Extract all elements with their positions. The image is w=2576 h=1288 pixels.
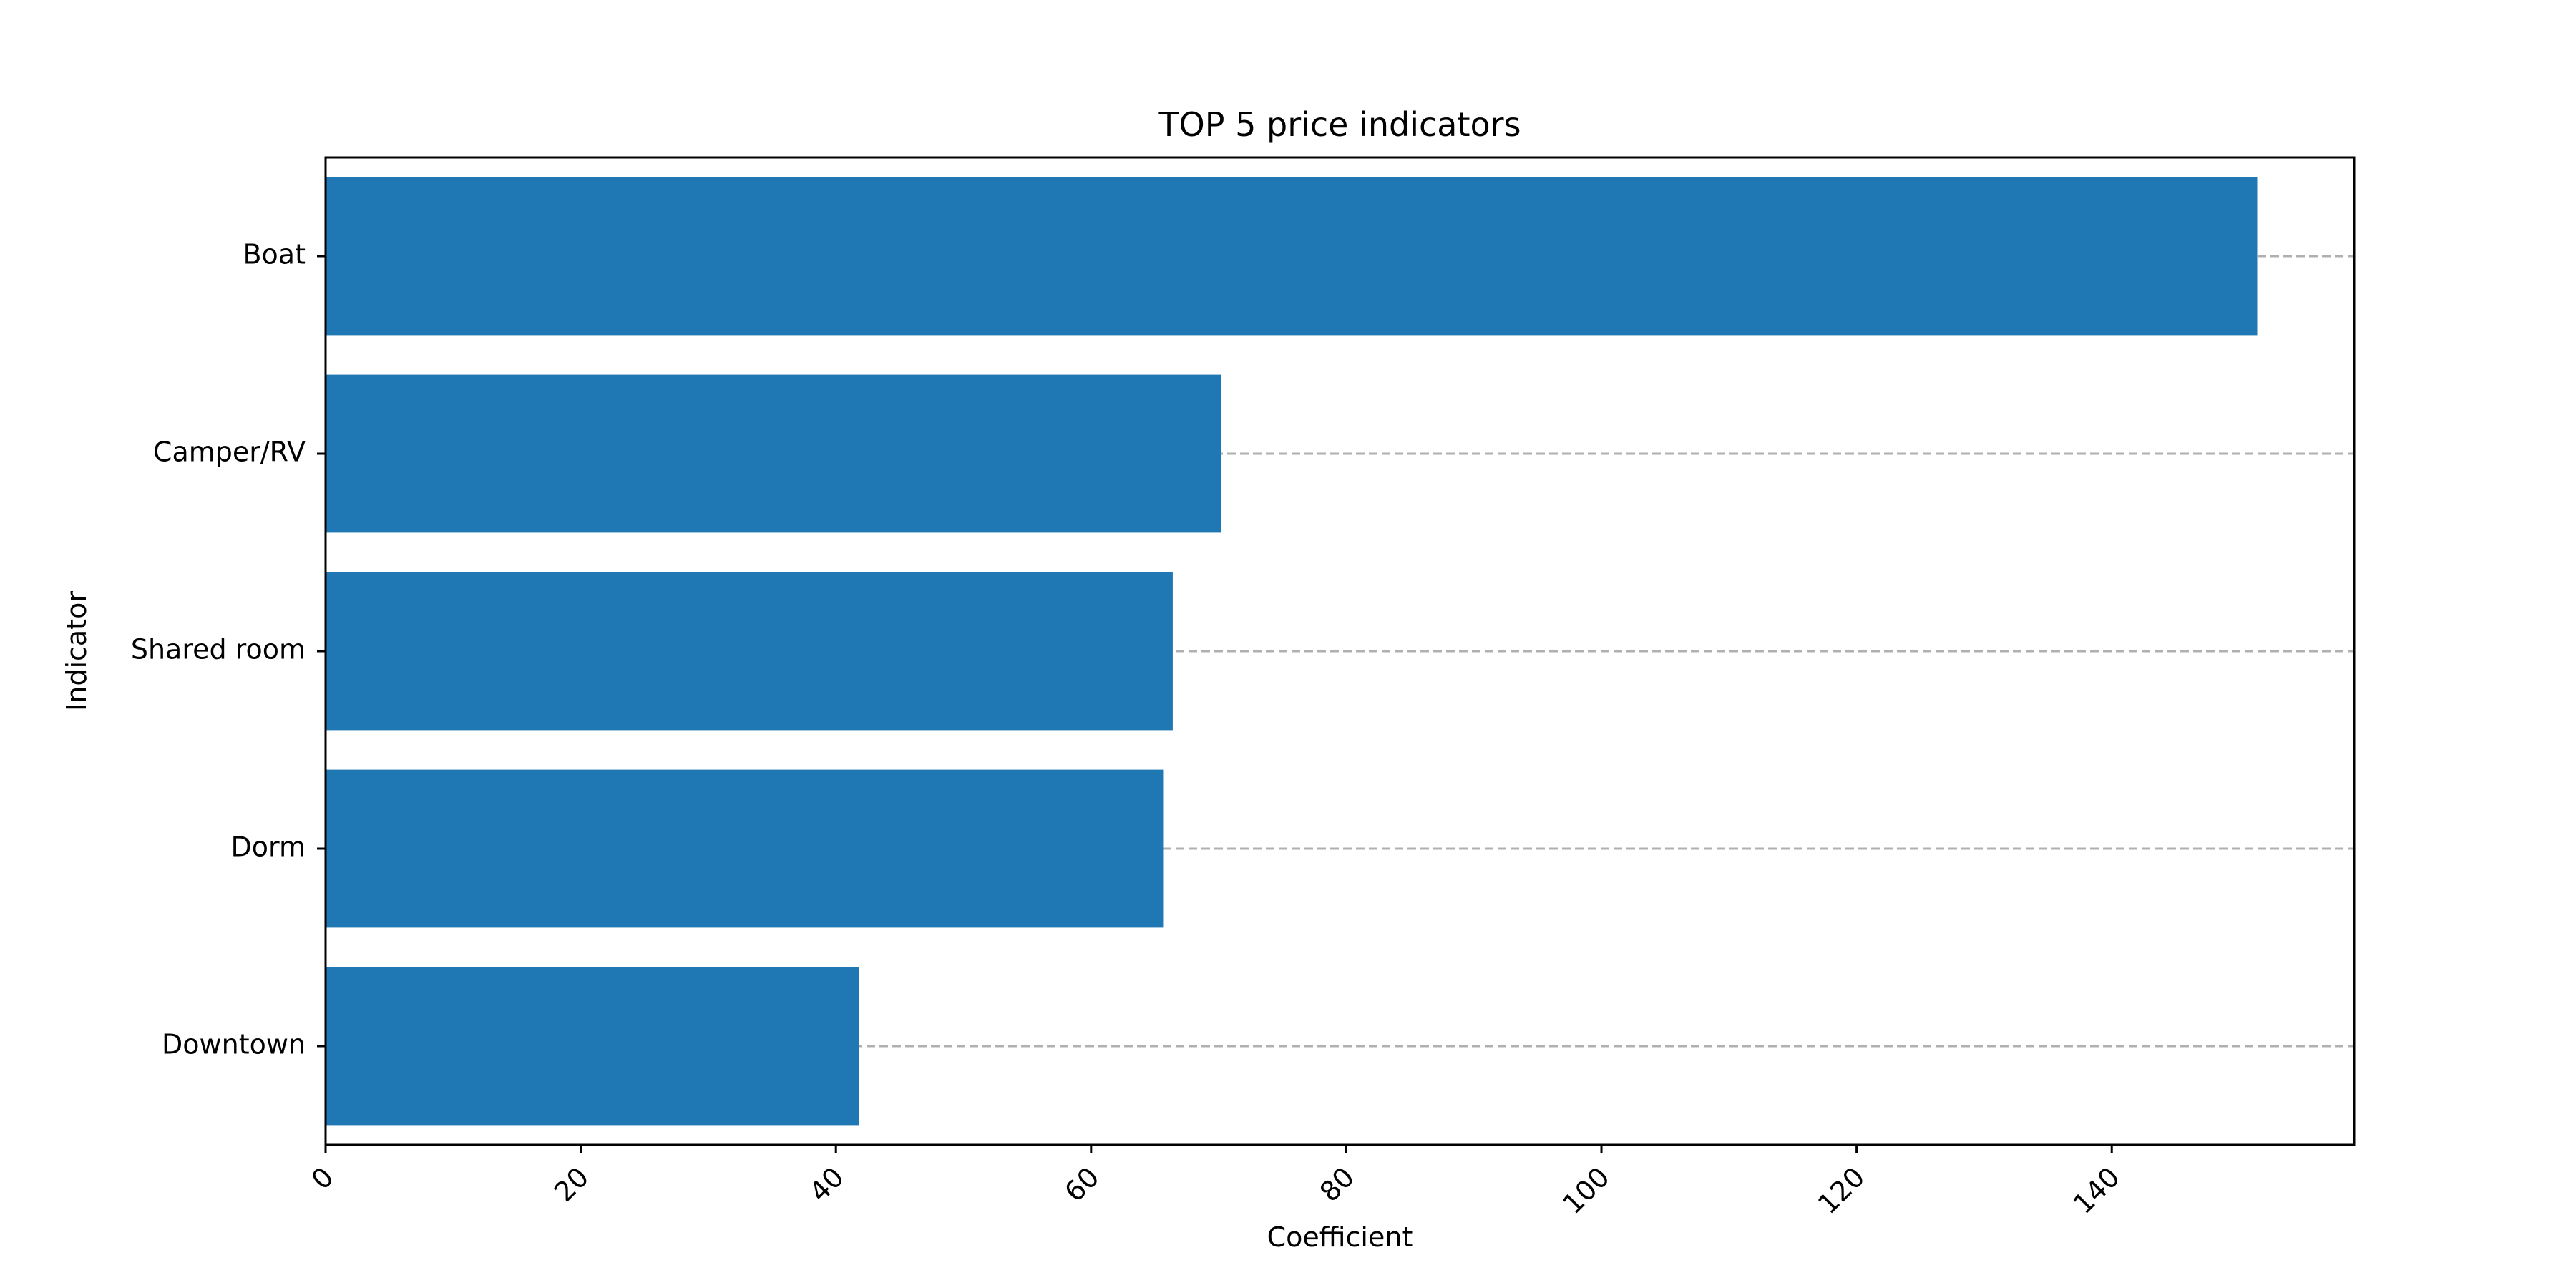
y-tick-label: Boat (243, 239, 306, 270)
bar-shared-room (326, 572, 1173, 731)
bar-dorm (326, 769, 1164, 928)
x-axis-label: Coefficient (1267, 1221, 1413, 1253)
bar-downtown (326, 967, 859, 1126)
y-tick-label: Downtown (162, 1029, 306, 1060)
bars (326, 177, 2258, 1126)
bar-boat (326, 177, 2258, 336)
y-tick-label: Camper/RV (153, 436, 306, 468)
chart-title: TOP 5 price indicators (1158, 105, 1521, 144)
y-tick-label: Shared room (131, 634, 306, 665)
bar-camper-rv (326, 374, 1221, 533)
y-axis-label: Indicator (61, 591, 92, 711)
y-tick-label: Dorm (231, 831, 306, 863)
